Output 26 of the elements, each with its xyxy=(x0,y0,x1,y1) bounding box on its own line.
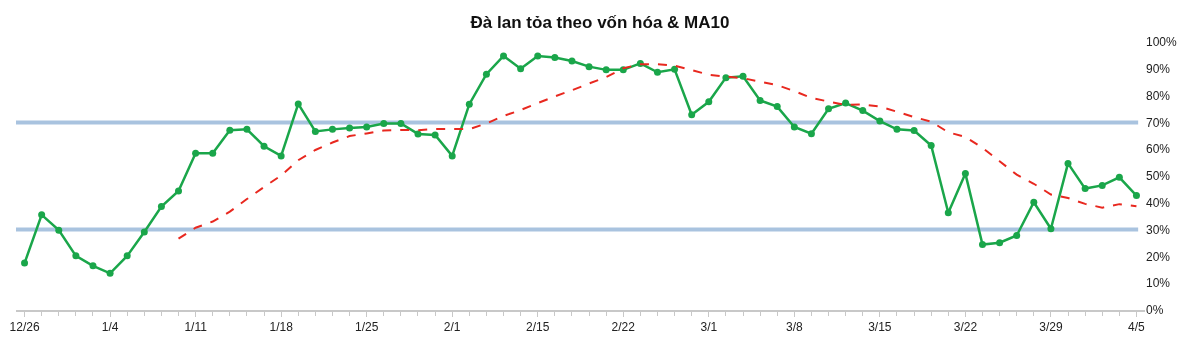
chart-title: Đà lan tỏa theo vốn hóa & MA10 xyxy=(470,12,730,32)
x-tick-label: 1/4 xyxy=(101,320,119,335)
x-tick-label: 3/8 xyxy=(785,320,803,335)
x-tick-label: 2/15 xyxy=(526,320,550,335)
x-tick-label: 3/22 xyxy=(953,320,978,335)
x-tick-label: 3/1 xyxy=(700,320,718,335)
y-tick-label: 80% xyxy=(1146,88,1171,103)
y-tick-label: 50% xyxy=(1146,169,1171,184)
x-tick-label: 1/25 xyxy=(354,320,379,335)
x-tick-label: 2/22 xyxy=(611,320,636,335)
y-tick-label: 20% xyxy=(1146,249,1171,264)
y-tick-label: 60% xyxy=(1146,142,1171,157)
x-tick-label: 1/11 xyxy=(184,320,208,335)
x-tick-label: 2/1 xyxy=(443,320,461,335)
x-tick-label: 12/26 xyxy=(9,320,40,335)
y-tick-label: 70% xyxy=(1146,115,1171,130)
y-tick-label: 0% xyxy=(1146,303,1164,318)
y-tick-label: 40% xyxy=(1146,196,1171,210)
x-tick-label: 1/18 xyxy=(269,320,294,335)
y-tick-label: 30% xyxy=(1146,222,1171,237)
x-tick-label: 4/5 xyxy=(1128,320,1146,335)
x-tick-label: 3/15 xyxy=(868,320,892,335)
y-tick-label: 10% xyxy=(1146,276,1171,291)
x-tick-label: 3/29 xyxy=(1039,320,1063,335)
y-tick-label: 100% xyxy=(1146,35,1178,50)
y-tick-label: 90% xyxy=(1146,62,1171,76)
